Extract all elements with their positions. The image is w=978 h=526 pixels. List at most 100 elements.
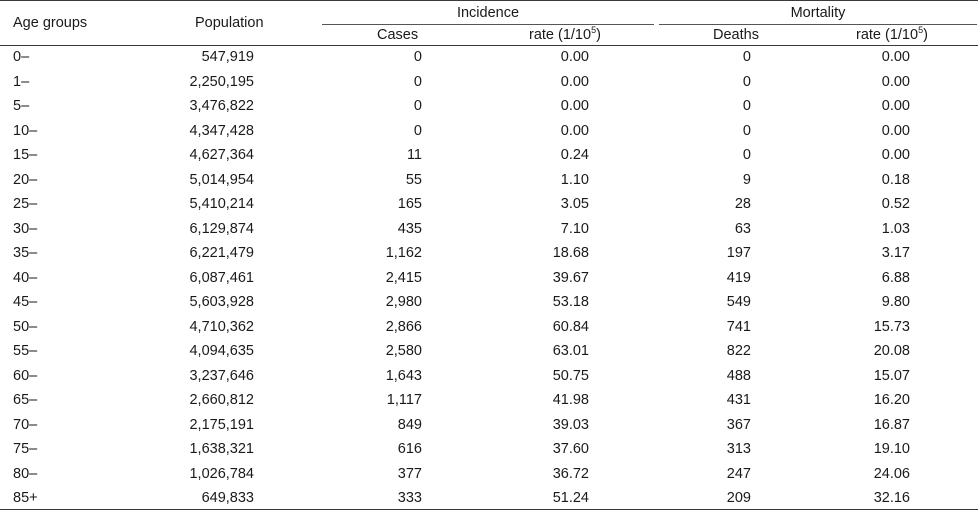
- cases-cell: 0: [413, 98, 422, 114]
- mortality-rate-cell: 0.00: [881, 73, 910, 90]
- mortality-rate-cell: 0.00: [881, 122, 910, 139]
- incidence-rate-header: rate (1/105): [529, 26, 601, 44]
- table-row: 1– 2,250,195 0 0.00 0 0.00: [0, 73, 978, 97]
- mortality-rate-cell: 15.73: [873, 318, 910, 335]
- table-row: 80– 1,026,784 377 36.72 247 24.06: [0, 465, 978, 489]
- cases-cell: 1,117: [386, 392, 422, 408]
- deaths-cell: 367: [726, 416, 751, 433]
- age-cell: 70–: [13, 416, 38, 433]
- incidence-rate-cell: 51.24: [552, 490, 589, 506]
- deaths-cell: 209: [726, 490, 751, 506]
- cases-cell: 1,162: [385, 245, 422, 261]
- mortality-rate-cell: 9.80: [881, 294, 910, 310]
- cases-header: Cases: [377, 27, 419, 43]
- population-cell: 649,833: [201, 490, 254, 506]
- age-cell: 75–: [13, 441, 38, 457]
- age-cell: 65–: [13, 392, 38, 408]
- incidence-group-header: Incidence: [456, 5, 520, 21]
- population-cell: 2,175,191: [189, 416, 254, 433]
- mortality-rate-cell: 32.16: [873, 490, 910, 506]
- mortality-rate-cell: 16.87: [873, 416, 910, 433]
- table-row: 5– 3,476,822 0 0.00 0 0.00: [0, 97, 978, 121]
- mortality-rate-cell: 24.06: [873, 465, 910, 482]
- deaths-cell: 0: [742, 49, 751, 65]
- population-cell: 6,129,874: [189, 220, 254, 237]
- cases-cell: 616: [397, 441, 422, 457]
- deaths-cell: 0: [742, 122, 751, 139]
- table-row: 10– 4,347,428 0 0.00 0 0.00: [0, 122, 978, 146]
- table-row: 0– 547,919 0 0.00 0 0.00: [0, 48, 978, 72]
- age-cell: 30–: [13, 220, 38, 237]
- deaths-cell: 431: [726, 392, 751, 408]
- age-cell: 15–: [13, 147, 38, 163]
- deaths-cell: 549: [726, 294, 751, 310]
- population-cell: 3,476,822: [189, 98, 254, 114]
- cases-cell: 165: [397, 196, 422, 212]
- mortality-rate-cell: 0.00: [881, 49, 910, 65]
- mortality-rate-cell: 15.07: [873, 367, 910, 384]
- mortality-rate-cell: 0.00: [881, 98, 910, 114]
- incidence-rate-cell: 39.67: [552, 269, 589, 286]
- incidence-rate-cell: 0.00: [560, 49, 589, 65]
- cases-cell: 849: [397, 416, 422, 433]
- cases-cell: 333: [397, 490, 422, 506]
- incidence-rate-header-exponent: 5: [591, 25, 597, 35]
- deaths-cell: 63: [734, 220, 751, 237]
- deaths-cell: 247: [726, 465, 751, 482]
- deaths-cell: 419: [726, 269, 751, 286]
- deaths-cell: 197: [726, 245, 751, 261]
- population-cell: 5,410,214: [189, 196, 254, 212]
- mortality-rate-cell: 20.08: [873, 343, 910, 359]
- table-row: 15– 4,627,364 11 0.24 0 0.00: [0, 146, 978, 170]
- cases-cell: 2,580: [385, 343, 422, 359]
- table-row: 55– 4,094,635 2,580 63.01 822 20.08: [0, 342, 978, 366]
- header-bottom-rule: [0, 45, 978, 46]
- mortality-group-rule: [659, 24, 977, 25]
- population-cell: 2,250,195: [189, 73, 254, 90]
- population-cell: 4,627,364: [189, 147, 254, 163]
- deaths-cell: 0: [742, 73, 751, 90]
- cases-cell: 0: [413, 122, 422, 139]
- table-bottom-rule: [0, 509, 978, 510]
- mortality-rate-cell: 6.88: [881, 269, 910, 286]
- incidence-rate-cell: 1.10: [560, 171, 589, 188]
- deaths-cell: 488: [726, 367, 751, 384]
- table-row: 85+ 649,833 333 51.24 209 32.16: [0, 489, 978, 513]
- incidence-rate-header-text: rate (1/10: [529, 27, 592, 43]
- population-header: Population: [195, 15, 264, 31]
- age-cell: 50–: [13, 318, 38, 335]
- mortality-rate-cell: 16.20: [873, 392, 910, 408]
- cases-cell: 11: [406, 147, 422, 163]
- mortality-rate-header-exponent: 5: [918, 25, 924, 35]
- table-row: 65– 2,660,812 1,117 41.98 431 16.20: [0, 391, 978, 415]
- deaths-cell: 822: [726, 343, 751, 359]
- age-cell: 5–: [13, 98, 30, 114]
- cases-cell: 55: [405, 171, 422, 188]
- incidence-rate-cell: 3.05: [560, 196, 589, 212]
- population-cell: 5,603,928: [189, 294, 254, 310]
- incidence-group-rule: [322, 24, 654, 25]
- table-row: 75– 1,638,321 616 37.60 313 19.10: [0, 440, 978, 464]
- mortality-rate-cell: 3.17: [881, 245, 910, 261]
- incidence-rate-cell: 60.84: [552, 318, 589, 335]
- age-cell: 80–: [13, 465, 38, 482]
- incidence-rate-header-close: ): [596, 27, 601, 43]
- age-cell: 40–: [13, 269, 38, 286]
- population-cell: 3,237,646: [189, 367, 254, 384]
- deaths-cell: 0: [742, 147, 751, 163]
- incidence-rate-cell: 0.00: [560, 122, 589, 139]
- table-row: 20– 5,014,954 55 1.10 9 0.18: [0, 171, 978, 195]
- population-cell: 1,026,784: [189, 465, 254, 482]
- deaths-cell: 313: [726, 441, 751, 457]
- mortality-rate-header: rate (1/105): [856, 26, 928, 44]
- age-cell: 45–: [13, 294, 38, 310]
- incidence-rate-cell: 37.60: [552, 441, 589, 457]
- mortality-group-header: Mortality: [790, 5, 846, 21]
- table-row: 30– 6,129,874 435 7.10 63 1.03: [0, 220, 978, 244]
- age-cell: 85+: [13, 490, 38, 506]
- cases-cell: 377: [397, 465, 422, 482]
- table-row: 35– 6,221,479 1,162 18.68 197 3.17: [0, 244, 978, 268]
- age-cell: 35–: [13, 245, 38, 261]
- population-cell: 4,710,362: [189, 318, 254, 335]
